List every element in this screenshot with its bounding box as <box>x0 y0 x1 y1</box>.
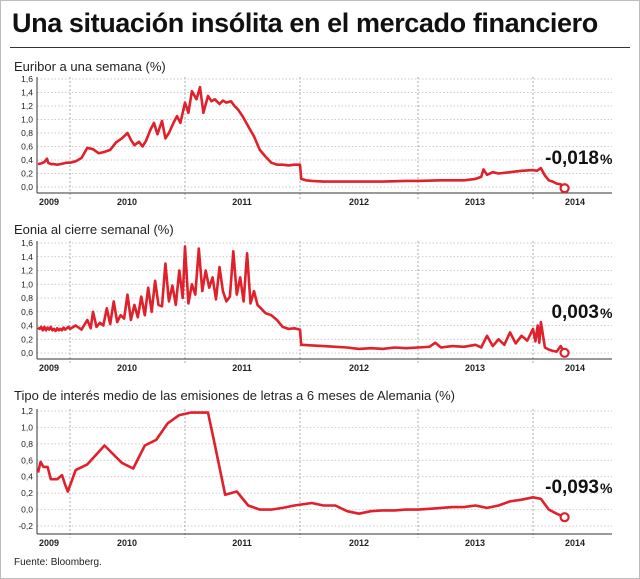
headline-rule <box>10 47 630 48</box>
y-tick-label: 1,4 <box>21 88 33 98</box>
headline: Una situación insólita en el mercado fin… <box>12 8 598 38</box>
callout-value: -0,018 <box>545 148 599 169</box>
chart-title: Eonia al cierre semanal (%) <box>14 222 174 237</box>
x-tick-label: 2010 <box>117 538 137 548</box>
y-tick-label: 1,6 <box>21 238 33 248</box>
x-tick-label: 2011 <box>232 363 252 373</box>
last-value-marker <box>559 347 570 358</box>
y-tick-label: 0,0 <box>21 505 33 515</box>
x-tick-label: 2012 <box>349 363 369 373</box>
y-tick-label: 0,2 <box>21 169 33 179</box>
x-tick-label: 2012 <box>349 197 369 207</box>
y-tick-label: 0,2 <box>21 334 33 344</box>
y-tick-label: 1,0 <box>21 279 33 289</box>
x-tick-label: 2013 <box>465 197 485 207</box>
series-line <box>37 85 566 190</box>
y-tick-label: 0,8 <box>21 128 33 138</box>
x-tick-label: 2014 <box>565 363 585 373</box>
x-tick-label: 2013 <box>465 363 485 373</box>
x-tick-label: 2009 <box>39 538 59 548</box>
x-tick-label: 2009 <box>39 197 59 207</box>
callout-unit: % <box>600 480 613 496</box>
y-tick-label: 0,4 <box>21 321 33 331</box>
last-value-marker <box>559 183 570 194</box>
source-note: Fuente: Bloomberg. <box>14 557 102 568</box>
chart-3: Tipo de interés medio de las emisiones d… <box>14 388 613 548</box>
chart-2: Eonia al cierre semanal (%) 0,0 0,2 0,4 0,6 0… <box>14 222 613 373</box>
x-tick-label: 2014 <box>565 538 585 548</box>
chart-1: Euribor a una semana (%) 0,0 0,2 0,4 0,6 0,8 1… <box>14 59 613 207</box>
y-tick-label: 0,0 <box>21 182 33 192</box>
y-tick-label: 0,4 <box>21 155 33 165</box>
x-tick-label: 2011 <box>232 538 252 548</box>
y-tick-label: 1,2 <box>21 406 33 416</box>
series-line <box>37 245 566 354</box>
y-tick-label: 0,8 <box>21 439 33 449</box>
y-tick-label: -0,2 <box>18 521 33 531</box>
last-value-marker <box>559 512 570 523</box>
callout-unit: % <box>600 305 613 321</box>
callout-value: 0,003 <box>551 302 599 323</box>
x-tick-label: 2009 <box>39 363 59 373</box>
x-tick-label: 2014 <box>565 197 585 207</box>
y-tick-label: 1,0 <box>21 422 33 432</box>
series-line <box>36 411 566 519</box>
y-tick-label: 0,0 <box>21 348 33 358</box>
y-tick-label: 1,6 <box>21 74 33 84</box>
y-tick-label: 0,6 <box>21 307 33 317</box>
chart-title: Tipo de interés medio de las emisiones d… <box>14 388 455 403</box>
y-tick-label: 0,4 <box>21 472 33 482</box>
y-tick-label: 0,8 <box>21 293 33 303</box>
y-tick-label: 1,0 <box>21 115 33 125</box>
x-tick-label: 2010 <box>117 363 137 373</box>
y-tick-label: 1,2 <box>21 266 33 276</box>
y-tick-label: 0,6 <box>21 142 33 152</box>
callout-unit: % <box>600 151 613 167</box>
chart-title: Euribor a una semana (%) <box>14 59 166 74</box>
x-tick-label: 2013 <box>465 538 485 548</box>
x-tick-label: 2010 <box>117 197 137 207</box>
callout-value: -0,093 <box>545 477 599 498</box>
y-tick-label: 0,6 <box>21 455 33 465</box>
y-tick-label: 1,2 <box>21 101 33 111</box>
y-tick-label: 0,2 <box>21 488 33 498</box>
x-tick-label: 2011 <box>232 197 252 207</box>
y-tick-label: 1,4 <box>21 252 33 262</box>
x-tick-label: 2012 <box>349 538 369 548</box>
